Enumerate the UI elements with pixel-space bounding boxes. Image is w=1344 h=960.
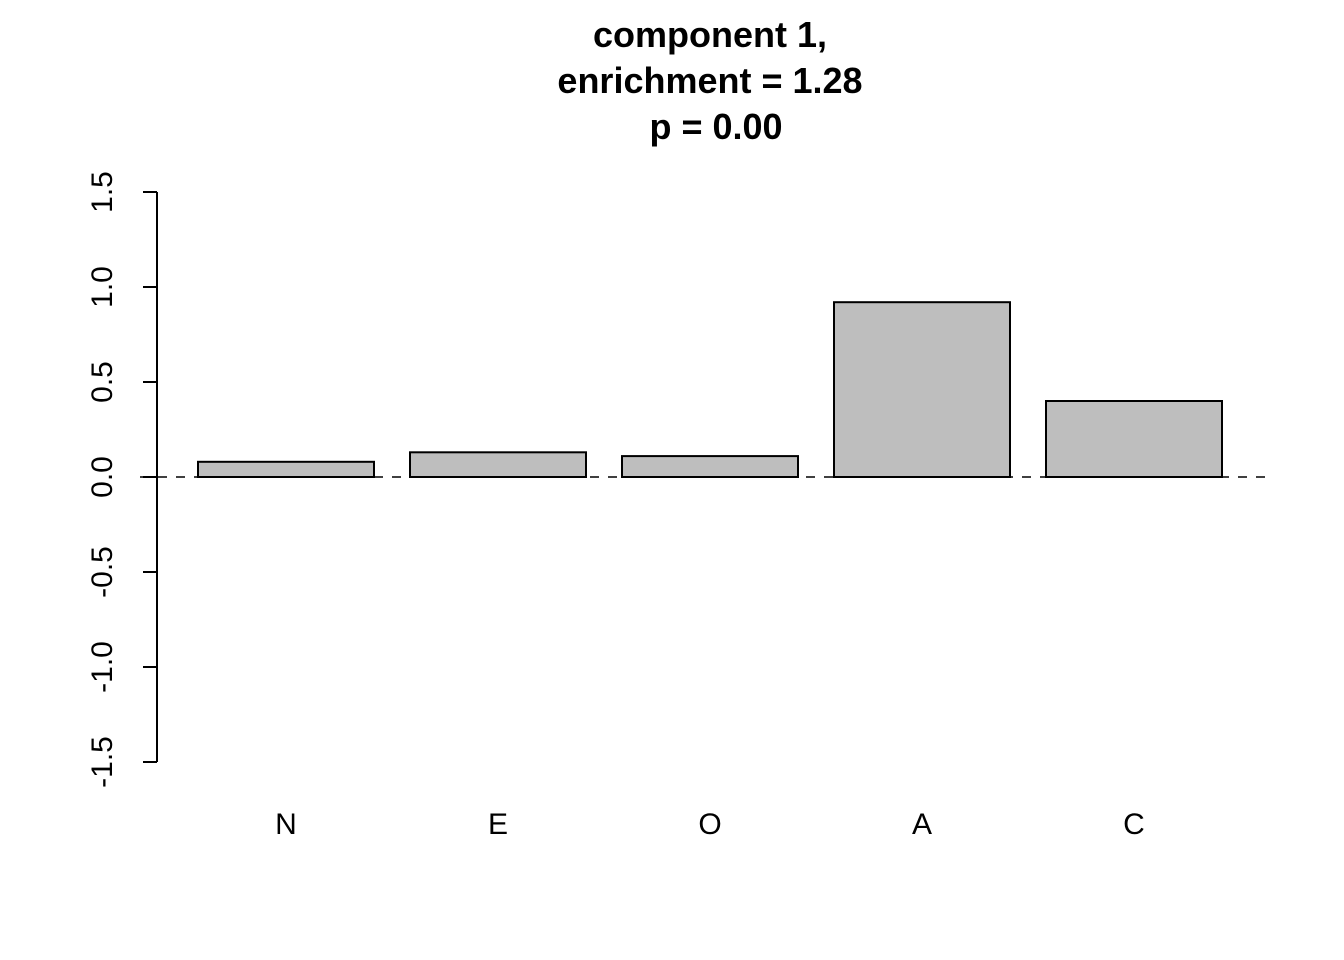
y-tick-label: -1.5 [86, 736, 119, 788]
bar-c [1045, 400, 1223, 478]
x-tick-label-n: N [275, 808, 297, 841]
bar-o [621, 455, 799, 479]
chart-title: component 1, enrichment = 1.28 p = 0.00 [557, 14, 862, 147]
x-tick-label-e: E [488, 808, 508, 841]
x-tick-label-c: C [1123, 808, 1145, 841]
plot-area: -1.5 -1.0 -0.5 0.0 0.5 1.0 1.5 N E O A C [86, 171, 1266, 841]
x-tick-label-o: O [698, 808, 721, 841]
y-axis: -1.5 -1.0 -0.5 0.0 0.5 1.0 1.5 [86, 171, 158, 788]
bar-n [197, 460, 375, 478]
title-line-1: component 1, [593, 14, 827, 55]
bar-e [409, 451, 587, 478]
y-tick-label: 0.0 [86, 456, 119, 498]
y-tick-label: 1.5 [86, 171, 119, 213]
bars-group [197, 301, 1223, 479]
y-tick-label: 0.5 [86, 361, 119, 403]
title-line-2: enrichment = 1.28 [557, 60, 862, 101]
title-line-3: p = 0.00 [649, 106, 782, 147]
y-tick-label: -1.0 [86, 641, 119, 693]
y-tick-label: 1.0 [86, 266, 119, 308]
bar-a [833, 301, 1011, 479]
y-tick-label: -0.5 [86, 546, 119, 598]
x-tick-label-a: A [912, 808, 932, 841]
